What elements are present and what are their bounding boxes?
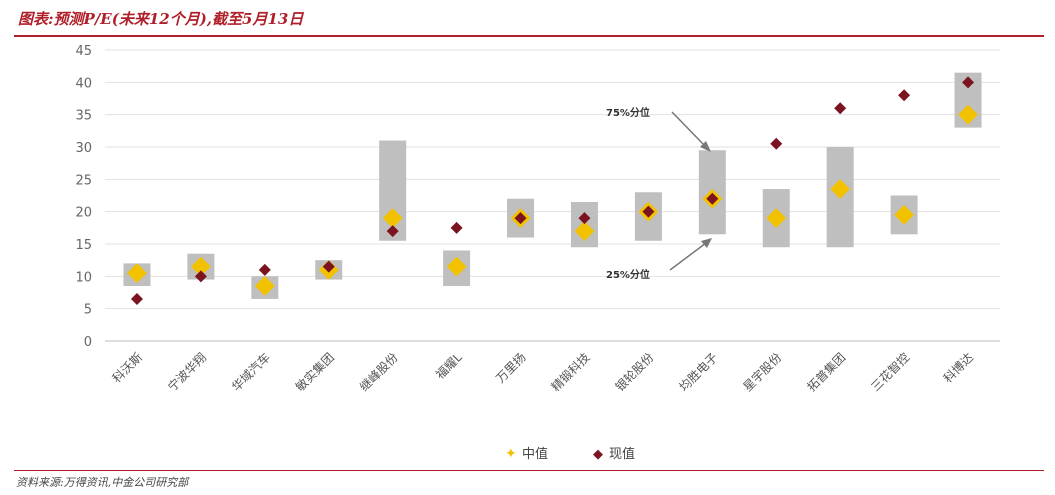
category-label: 继峰股份 [357, 350, 401, 394]
median-marker [190, 256, 211, 277]
category-label: 万里扬 [493, 350, 529, 386]
current-marker [258, 263, 271, 276]
current-marker [450, 221, 463, 234]
y-tick-label: 25 [75, 173, 92, 188]
annotation-75-arrow [671, 111, 707, 148]
annotation-75-label: 75%分位 [606, 106, 650, 119]
chart-title: 图表:预测P/E(未来12个月),截至5月13日 [18, 10, 304, 28]
pe-range-chart: 0 5 10 15 20 25 30 35 40 45 科沃斯 宁波华翔 华域汽车 敏实集团 继峰股份 福耀… [75, 44, 1000, 462]
category-label: 宁波华翔 [164, 350, 209, 395]
category-label: 福耀L [432, 349, 465, 382]
title-rule [14, 35, 1044, 37]
category-label: 星宇股份 [741, 350, 785, 394]
category-label: 科博达 [940, 350, 976, 386]
category-labels: 科沃斯 宁波华翔 华域汽车 敏实集团 继峰股份 福耀L 万里扬 精锻科技 银轮股份 均胜电子 星宇股… [110, 349, 976, 394]
y-tick-label: 0 [84, 335, 92, 350]
median-marker [446, 256, 467, 277]
y-tick-label: 45 [75, 44, 92, 59]
current-marker [770, 137, 783, 150]
y-tick-label: 10 [75, 270, 92, 285]
category-label: 华域汽车 [228, 350, 273, 395]
y-tick-label: 40 [75, 76, 92, 91]
chart-header: 图表:预测P/E(未来12个月),截至5月13日 [0, 0, 1055, 40]
grid-lines [105, 49, 1000, 342]
current-marker [130, 292, 143, 305]
annotation-25-arrow [669, 242, 707, 271]
footer-rule [14, 470, 1044, 471]
median-marker [254, 276, 275, 296]
annotation-25-arrowhead [701, 238, 712, 248]
range-bars [123, 72, 982, 299]
legend-median-label: 中值 [522, 446, 548, 462]
annotation-25-label: 25%分位 [606, 268, 650, 281]
y-tick-label: 5 [84, 303, 92, 318]
legend-current-label: 现值 [609, 446, 635, 462]
category-label: 银轮股份 [613, 350, 657, 394]
y-tick-label: 20 [75, 206, 92, 221]
category-label: 精锻科技 [549, 350, 593, 394]
current-marker [898, 89, 911, 102]
median-marker [382, 208, 403, 229]
current-marker [514, 212, 527, 225]
y-axis-ticks: 0 5 10 15 20 25 30 35 40 45 [75, 44, 92, 350]
category-label: 敏实集团 [292, 350, 337, 395]
annotation-25: 25%分位 [606, 238, 712, 281]
y-tick-label: 35 [75, 109, 92, 124]
current-marker [578, 212, 591, 225]
category-label: 科沃斯 [110, 350, 145, 385]
median-marker [127, 263, 147, 283]
legend-current-icon: ◆ [593, 447, 603, 462]
current-marker [322, 260, 335, 273]
current-marker [386, 225, 399, 238]
category-label: 三花智控 [868, 350, 913, 395]
y-tick-label: 15 [75, 238, 92, 253]
source-note: 资料来源:万得资讯,中金公司研究部 [16, 476, 189, 489]
current-markers [130, 76, 975, 305]
y-tick-label: 30 [75, 141, 92, 156]
annotation-75-arrowhead [700, 141, 711, 152]
current-marker [706, 192, 719, 205]
current-marker [194, 270, 207, 283]
annotation-75: 75%分位 [606, 106, 711, 152]
current-marker [834, 102, 847, 115]
current-marker [642, 205, 655, 218]
legend: ✦ 中值 ◆ 现值 [505, 446, 635, 462]
current-marker [962, 76, 975, 89]
legend-median-icon: ✦ [505, 446, 517, 462]
category-label: 均胜电子 [676, 350, 721, 395]
category-label: 拓普集团 [804, 350, 849, 395]
